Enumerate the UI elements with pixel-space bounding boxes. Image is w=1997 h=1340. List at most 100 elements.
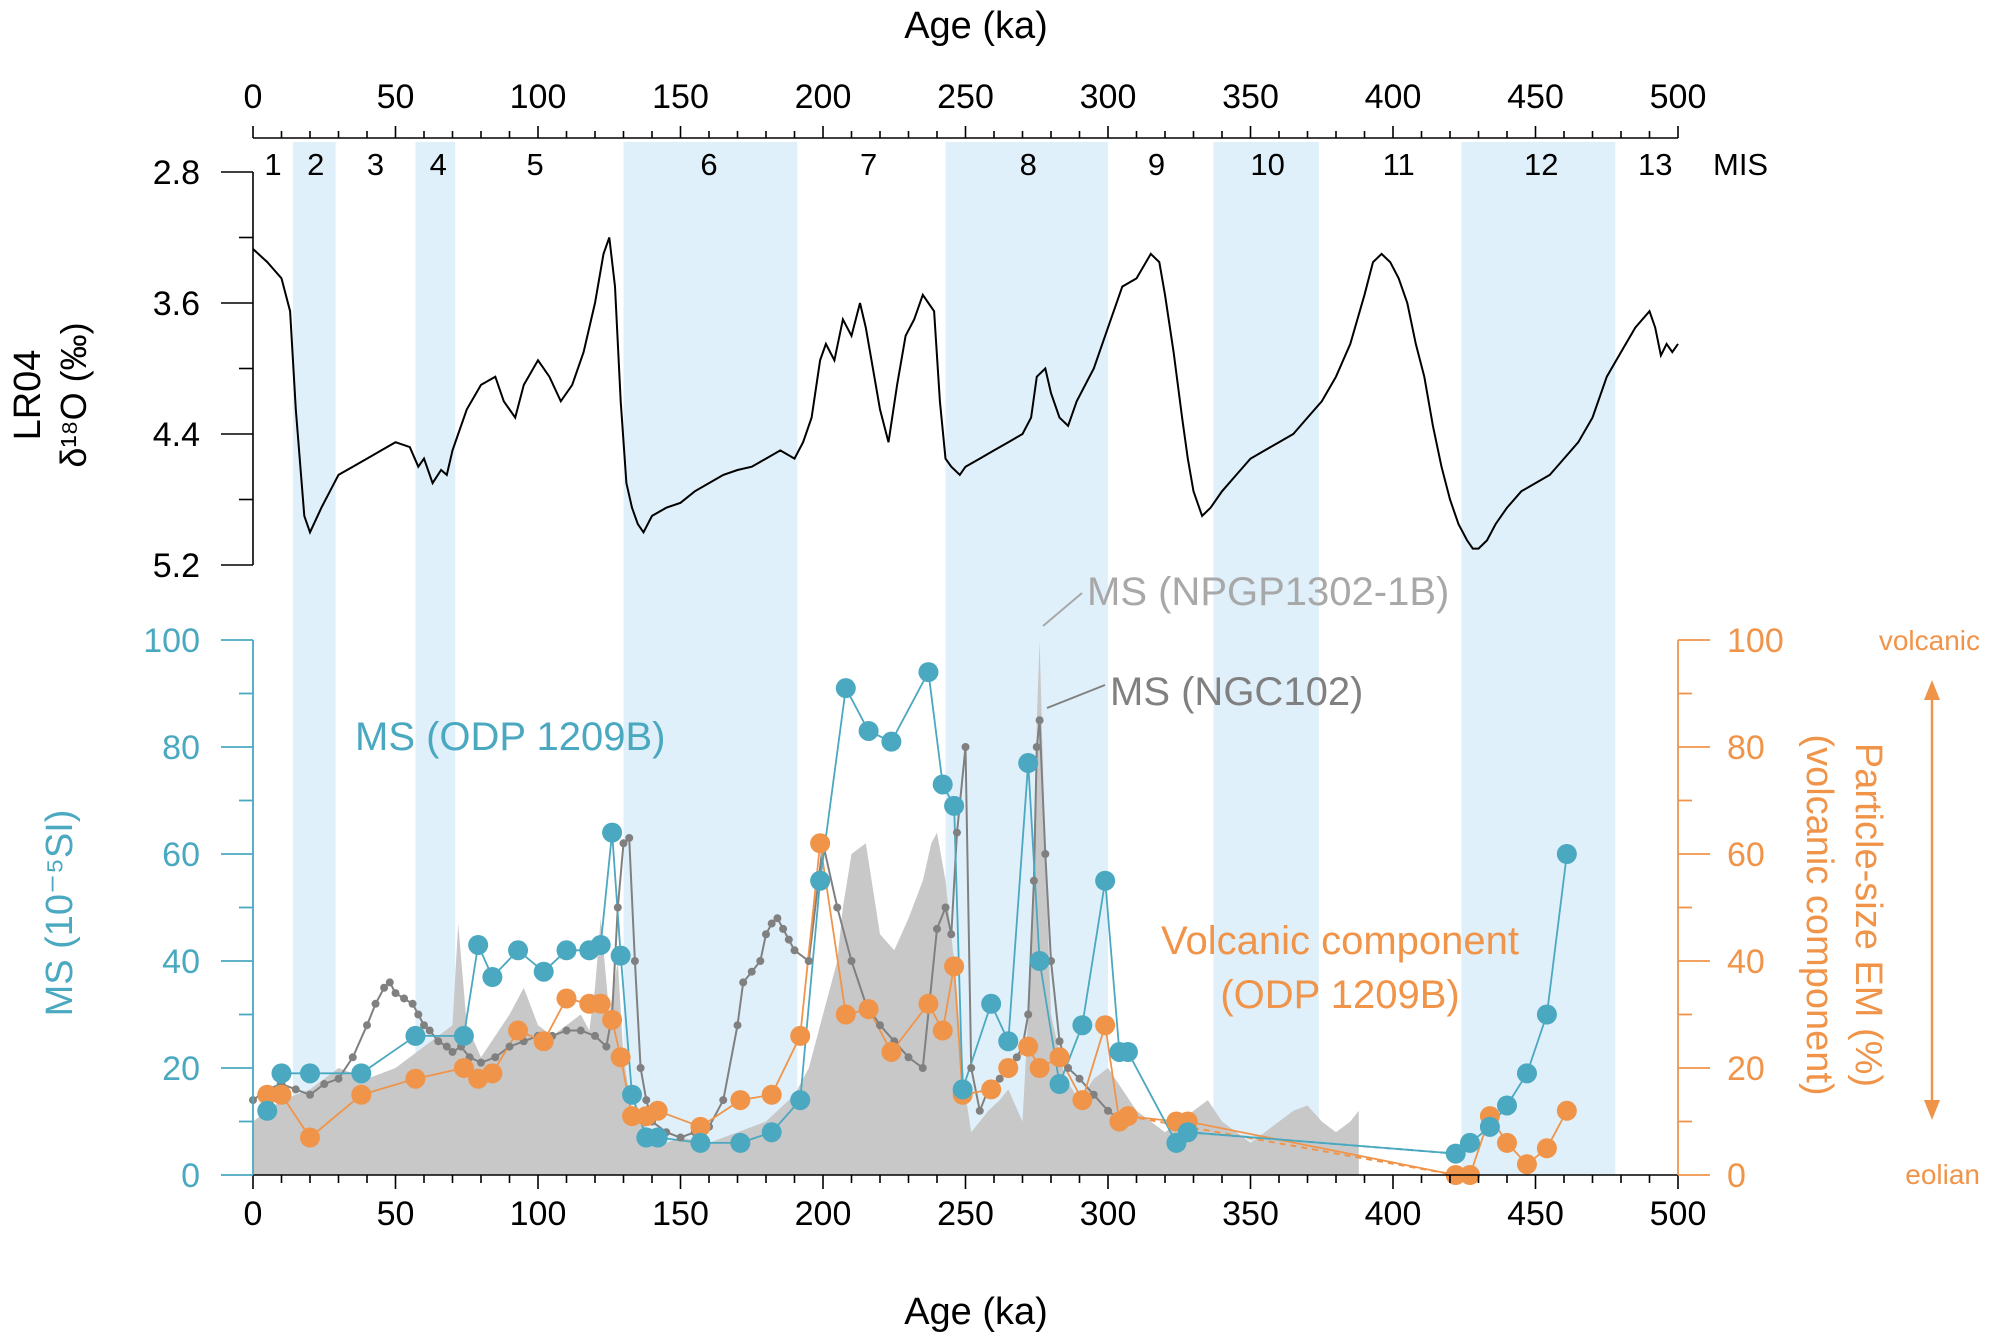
ngc-annotation: MS (NGC102) xyxy=(1110,670,1363,714)
mis-shaded-band xyxy=(623,142,798,1175)
top-x-tick-label: 100 xyxy=(510,78,567,116)
npgp-area-layer xyxy=(253,640,1359,1175)
top-x-tick-label: 450 xyxy=(1507,78,1564,116)
bottom-x-tick-label: 0 xyxy=(244,1195,263,1233)
odp-ms-annotation: MS (ODP 1209B) xyxy=(355,715,666,759)
ngc102-ms-point xyxy=(434,1037,443,1046)
odp1209b-volcanic-point xyxy=(271,1084,292,1105)
ngc102-ms-point xyxy=(477,1058,485,1067)
ngc102-ms-point xyxy=(1075,1074,1084,1083)
odp1209b-ms-point xyxy=(730,1132,751,1153)
bottom-x-tick-label: 300 xyxy=(1080,1195,1137,1233)
arrow-top-label: volcanic xyxy=(1879,625,1980,656)
bottom-x-tick-label: 150 xyxy=(652,1195,709,1233)
mis-shaded-band xyxy=(1461,142,1616,1175)
bottom-x-tick-label: 450 xyxy=(1507,1195,1564,1233)
top-x-tick-label: 250 xyxy=(937,78,994,116)
odp1209b-ms-point xyxy=(1516,1063,1537,1084)
odp1209b-volcanic-point xyxy=(533,1031,554,1052)
odp1209b-volcanic-point xyxy=(981,1079,1002,1100)
ngc102-ms-point xyxy=(876,1021,884,1030)
mis-stage-label: 2 xyxy=(307,147,324,182)
mis-stage-label: 7 xyxy=(860,147,877,182)
mis-stage-label: 13 xyxy=(1638,147,1672,182)
odp1209b-ms-point xyxy=(351,1063,372,1084)
ngc102-ms-point xyxy=(363,1021,371,1030)
odp1209b-volcanic-point xyxy=(730,1090,751,1111)
npgp-leader-line xyxy=(1042,592,1083,627)
odp1209b-volcanic-point xyxy=(1516,1154,1537,1175)
ngc102-ms-point xyxy=(676,1133,685,1142)
odp1209b-volcanic-point xyxy=(1556,1100,1577,1121)
odp1209b-ms-point xyxy=(1049,1074,1070,1095)
top-x-tick-label: 400 xyxy=(1365,78,1422,116)
ngc102-ms-point xyxy=(591,1031,599,1040)
ngc102-ms-point xyxy=(602,1042,611,1051)
odp1209b-ms-point xyxy=(761,1122,782,1143)
ngc102-ms-point xyxy=(1064,1064,1073,1072)
ngc102-ms-point xyxy=(613,903,622,912)
mis-label: MIS xyxy=(1713,147,1768,182)
odp1209b-ms-point xyxy=(952,1079,973,1100)
mis-shaded-band xyxy=(292,142,336,1175)
ngc102-ms-point xyxy=(371,999,380,1008)
odp1209b-volcanic-point xyxy=(622,1106,643,1127)
odp1209b-volcanic-point xyxy=(300,1127,320,1148)
odp1209b-ms-point xyxy=(1556,844,1577,864)
ngc102-ms-point xyxy=(967,1064,976,1072)
odp1209b-volcanic-point xyxy=(944,956,965,977)
ngc102-ms-point xyxy=(947,930,956,939)
odp1209b-ms-point xyxy=(468,934,489,955)
ngc102-ms-point xyxy=(334,1074,343,1083)
ngc102-ms-point xyxy=(619,839,628,848)
odp1209b-volcanic-point xyxy=(556,988,577,1009)
odp1209b-ms-point xyxy=(1177,1122,1198,1143)
mis-shaded-band xyxy=(945,142,1108,1175)
bottom-axis-title: Age (ka) xyxy=(904,1291,1048,1333)
odp1209b-volcanic-point xyxy=(1095,1015,1116,1036)
odp1209b-ms-point xyxy=(690,1132,711,1153)
ngc102-ms-point xyxy=(756,957,765,965)
odp1209b-volcanic-point xyxy=(810,833,831,854)
mis-stage-label: 12 xyxy=(1524,147,1558,182)
mis-stage-label: 9 xyxy=(1148,147,1165,182)
ngc102-ms-point xyxy=(425,1026,434,1035)
bottom-left-y-tick-label: 0 xyxy=(181,1157,200,1195)
odp1209b-volcanic-point xyxy=(918,993,939,1014)
odp1209b-ms-point xyxy=(981,993,1002,1014)
odp1209b-volcanic-point xyxy=(590,993,611,1014)
top-axis-title: Age (ka) xyxy=(904,5,1048,47)
ngc102-ms-point xyxy=(291,1085,300,1094)
mis-stage-label: 10 xyxy=(1250,147,1284,182)
odp1209b-ms-point xyxy=(998,1031,1019,1052)
odp1209b-ms-point xyxy=(556,940,577,961)
odp1209b-ms-point xyxy=(1479,1116,1500,1137)
mis-shaded-band xyxy=(1213,142,1319,1175)
bottom-right-y-tick-label: 20 xyxy=(1727,1050,1765,1088)
odp1209b-ms-point xyxy=(1018,753,1039,774)
bottom-right-y-tick-label: 40 xyxy=(1727,943,1765,981)
ngc102-ms-point xyxy=(719,1096,728,1105)
odp1209b-volcanic-point xyxy=(835,1004,856,1025)
odp1209b-volcanic-point xyxy=(453,1058,474,1078)
top-x-tick-label: 0 xyxy=(244,78,263,116)
ngc102-ms-point xyxy=(636,1064,645,1072)
mis-stage-label: 6 xyxy=(700,147,717,182)
odp1209b-ms-point xyxy=(881,731,902,752)
ngc102-ms-point xyxy=(391,989,400,998)
top-y-tick-label: 2.8 xyxy=(153,154,200,192)
bottom-left-y-tick-label: 20 xyxy=(162,1050,200,1088)
ngc102-ms-point xyxy=(773,914,782,923)
bottom-ylabel-right-line2: (volcanic component) xyxy=(1798,734,1840,1095)
mis-stage-label: 11 xyxy=(1383,147,1415,182)
odp1209b-volcanic-point xyxy=(1536,1138,1557,1159)
odp1209b-ms-point xyxy=(835,678,856,699)
odp1209b-volcanic-point xyxy=(405,1068,426,1089)
bottom-left-y-tick-label: 60 xyxy=(162,836,200,874)
odp1209b-ms-point xyxy=(858,720,879,741)
mis-stage-label: 5 xyxy=(527,147,544,182)
bottom-right-y-tick-label: 80 xyxy=(1727,729,1765,767)
odp1209b-volcanic-point xyxy=(1049,1047,1070,1068)
ngc102-ms-point xyxy=(790,946,799,955)
top-ylabel-line1: LR04 xyxy=(7,350,49,441)
